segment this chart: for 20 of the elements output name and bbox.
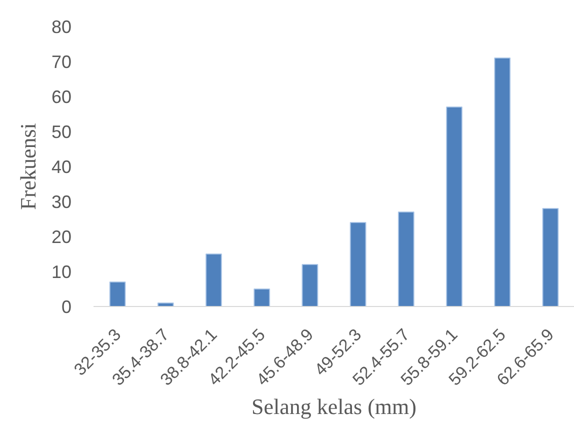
y-tick-label: 50 bbox=[51, 122, 72, 142]
x-axis-title: Selang kelas (mm) bbox=[252, 394, 416, 419]
y-tick-label: 60 bbox=[51, 87, 72, 107]
bar bbox=[254, 288, 270, 306]
y-tick-label: 70 bbox=[51, 52, 72, 72]
y-axis-title: Frekuensi bbox=[15, 123, 40, 210]
y-tick-label: 30 bbox=[51, 192, 72, 212]
bar bbox=[542, 208, 559, 306]
y-tick-label: 80 bbox=[51, 17, 72, 37]
bar bbox=[350, 222, 366, 306]
bar bbox=[398, 212, 414, 306]
bar bbox=[302, 264, 318, 306]
bar bbox=[206, 254, 222, 306]
y-tick-label: 10 bbox=[51, 262, 72, 282]
bar bbox=[109, 282, 126, 306]
y-tick-label: 0 bbox=[61, 297, 72, 317]
y-tick-label: 40 bbox=[51, 157, 72, 177]
bar bbox=[446, 106, 462, 306]
bar bbox=[494, 58, 511, 306]
y-tick-label: 20 bbox=[51, 227, 72, 247]
